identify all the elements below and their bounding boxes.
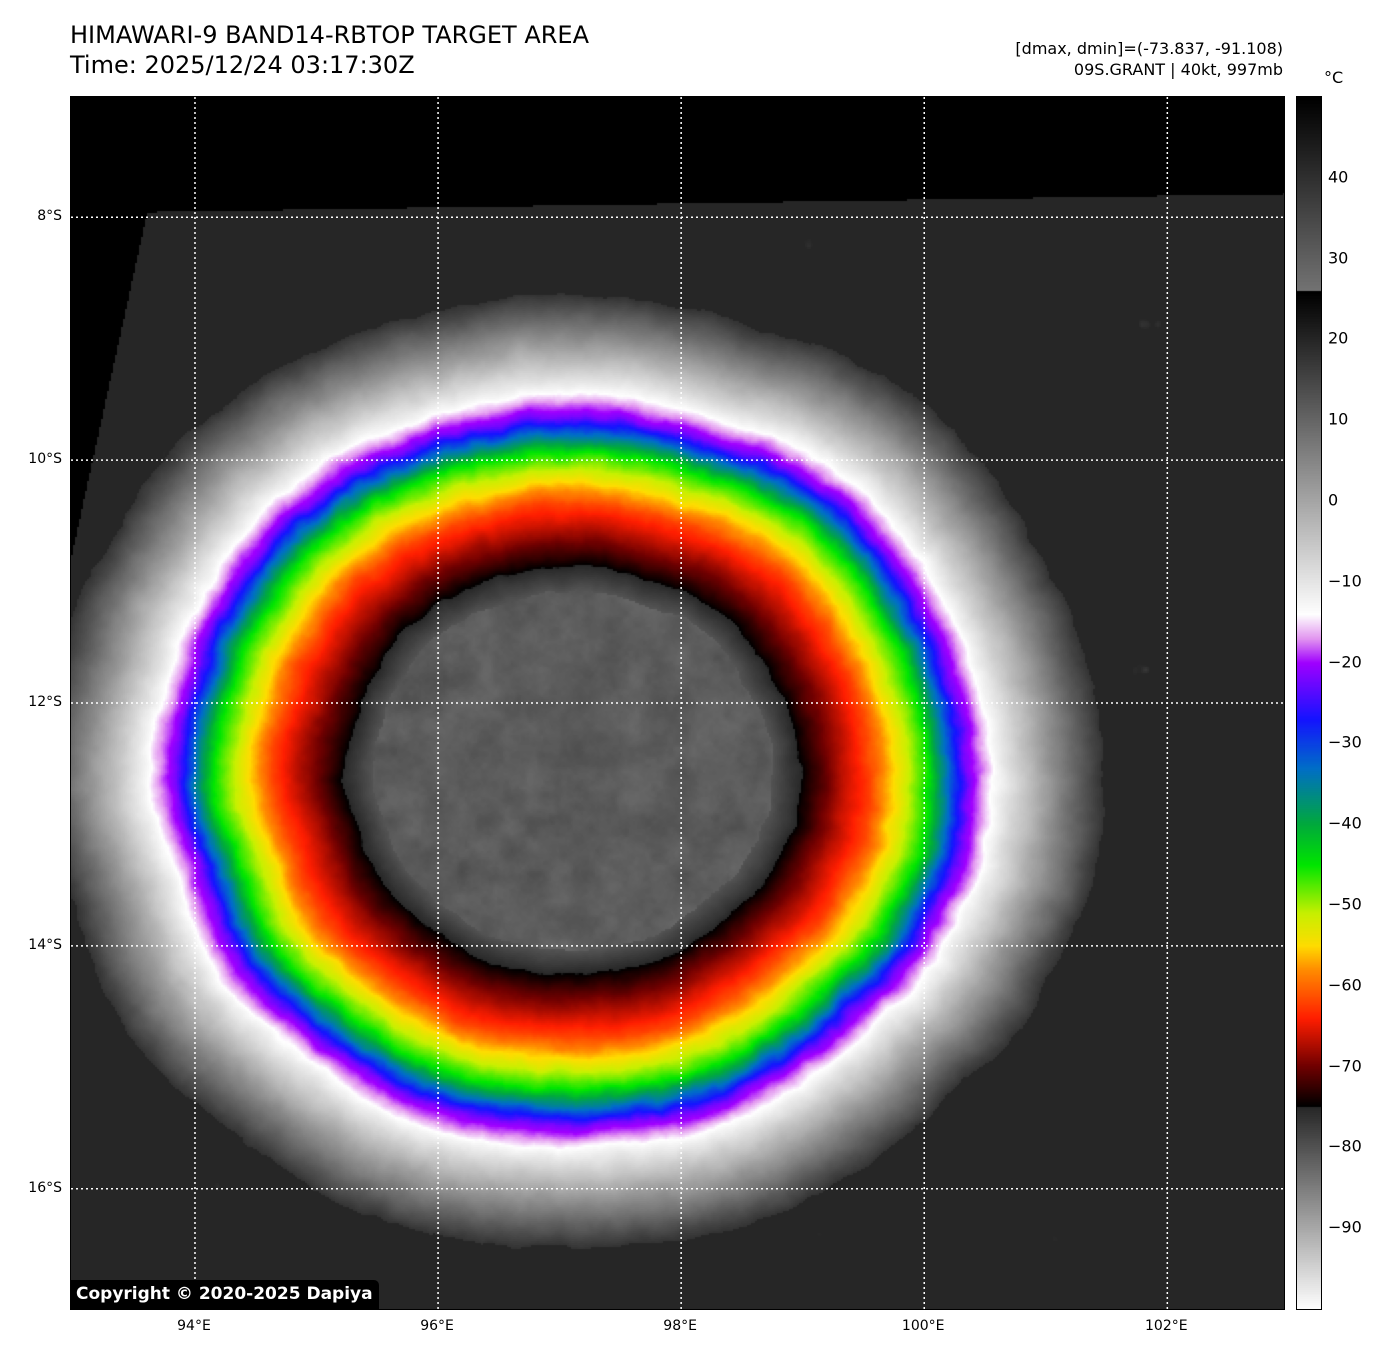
copyright-label: Copyright © 2020-2025 Dapiya <box>71 1280 379 1309</box>
gridlines <box>71 97 1284 1309</box>
colorbar-tick-label: −40 <box>1328 813 1362 833</box>
colorbar-tick-label: −30 <box>1328 732 1362 752</box>
colorbar-tick-label: −70 <box>1328 1056 1362 1076</box>
colorbar-unit: °C <box>1324 68 1344 87</box>
lon-tick-label: 98°E <box>663 1318 697 1334</box>
colorbar-tick-label: 30 <box>1328 248 1349 268</box>
lon-tick-label: 100°E <box>901 1318 945 1334</box>
colorbar <box>1296 96 1322 1310</box>
figure-time: Time: 2025/12/24 03:17:30Z <box>70 51 415 79</box>
lon-tick-label: 94°E <box>177 1318 211 1334</box>
satellite-map: Copyright © 2020-2025 Dapiya <box>70 96 1285 1310</box>
colorbar-tick-label: 0 <box>1328 490 1339 510</box>
colorbar-tick-label: 10 <box>1328 409 1349 429</box>
lon-tick-label: 102°E <box>1145 1318 1188 1334</box>
lat-tick-label: 14°S <box>28 936 62 953</box>
colorbar-tick-label: −20 <box>1328 652 1362 672</box>
colorbar-tick-label: −80 <box>1328 1136 1362 1156</box>
storm-info-label: 09S.GRANT | 40kt, 997mb <box>1073 60 1283 79</box>
lat-tick-label: 8°S <box>37 208 62 225</box>
colorbar-tick-label: −10 <box>1328 571 1362 591</box>
colorbar-tick-label: 20 <box>1328 328 1349 348</box>
colorbar-tick-label: 40 <box>1328 167 1349 187</box>
colorbar-tick-label: −50 <box>1328 894 1362 914</box>
lat-tick-label: 10°S <box>28 451 62 468</box>
lat-tick-label: 16°S <box>28 1179 62 1196</box>
figure-title: HIMAWARI-9 BAND14-RBTOP TARGET AREA <box>70 21 590 49</box>
dmax-dmin-label: [dmax, dmin]=(-73.837, -91.108) <box>1015 39 1283 58</box>
lat-tick-label: 12°S <box>28 694 62 710</box>
lon-tick-label: 96°E <box>420 1318 454 1334</box>
colorbar-tick-label: −60 <box>1328 975 1362 995</box>
colorbar-tick-label: −90 <box>1328 1217 1362 1237</box>
